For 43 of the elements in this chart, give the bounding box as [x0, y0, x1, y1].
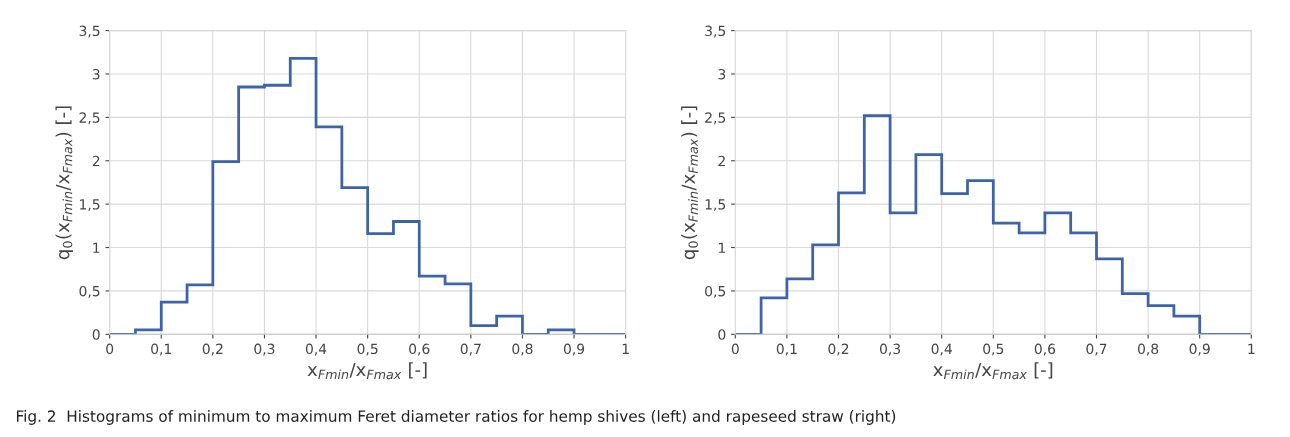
y-tick-label: 0,5: [79, 285, 100, 298]
caption: Fig. 2 Histograms of minimum to maximum Feret diameter ratios for hemp shives (left) and rapeseed straw (right): [16, 410, 896, 425]
x-tick-label: 0: [106, 343, 114, 355]
x-tick-label: 0,8: [1137, 343, 1159, 356]
x-tick-label: 0: [731, 343, 739, 355]
x-tick-label: 0,6: [1034, 343, 1056, 356]
x-tick-label: 0,2: [828, 343, 849, 356]
y-tick-label: 2,5: [79, 112, 100, 125]
x-tick-label: 0,5: [983, 343, 1004, 356]
x-tick-label: 0,4: [305, 343, 327, 356]
x-axis-title: x$_{Fmin}$/x$_{Fmax}$ [-]: [933, 362, 1053, 380]
y-tick-label: 0: [92, 329, 100, 340]
y-tick-label: 0: [718, 329, 726, 340]
y-tick-label: 1: [718, 242, 725, 253]
x-tick-label: 0,1: [776, 343, 797, 356]
y-tick-label: 2: [92, 155, 100, 167]
y-tick-label: 0,5: [705, 285, 726, 298]
x-tick-label: 1: [622, 343, 629, 354]
y-tick-label: 3: [92, 68, 100, 80]
y-tick-label: 3,5: [705, 25, 726, 38]
x-tick-label: 0,7: [1086, 343, 1107, 356]
x-tick-label: 0,1: [151, 343, 172, 356]
y-tick-label: 2,5: [705, 112, 726, 125]
x-tick-label: 0,3: [879, 343, 901, 356]
y-axis-title: q$_{0}$(x$_{Fmin}$/x$_{Fmax}$) [-]: [681, 106, 699, 260]
y-tick-label: 1,5: [80, 199, 100, 212]
x-tick-label: 0,9: [1189, 343, 1210, 356]
y-tick-label: 2: [718, 155, 725, 167]
x-tick-label: 0,5: [357, 343, 378, 356]
x-tick-label: 0,7: [460, 343, 481, 356]
y-tick-label: 3: [718, 68, 726, 80]
y-tick-label: 1,5: [705, 199, 726, 212]
x-tick-label: 0,4: [931, 343, 952, 356]
x-tick-label: 0,9: [563, 343, 585, 356]
x-tick-label: 0,6: [409, 343, 430, 356]
x-tick-label: 1: [1248, 343, 1255, 354]
x-tick-label: 0,2: [202, 343, 223, 356]
y-tick-label: 1: [93, 242, 100, 253]
y-tick-label: 3,5: [79, 25, 100, 38]
x-tick-label: 0,8: [512, 343, 533, 356]
x-tick-label: 0,3: [254, 343, 275, 356]
x-axis-title: x$_{Fmin}$/x$_{Fmax}$ [-]: [307, 362, 427, 380]
y-axis-title: q$_{0}$(x$_{Fmin}$/x$_{Fmax}$) [-]: [55, 106, 73, 260]
